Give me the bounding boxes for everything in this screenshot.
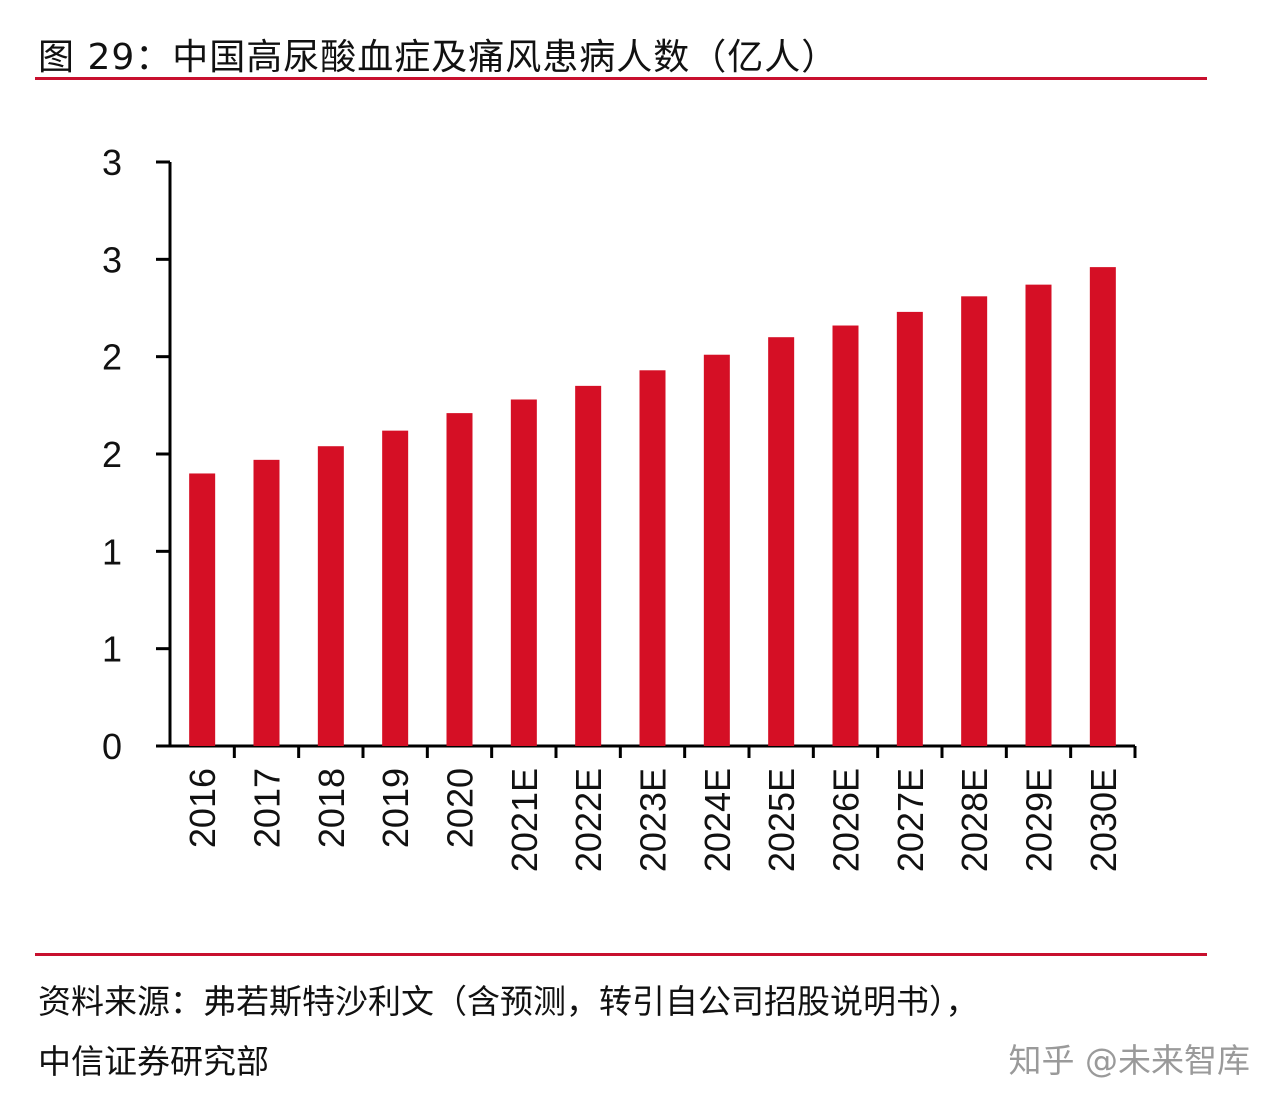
x-tick-label: 2025E (761, 768, 802, 872)
x-tick-label: 2021E (504, 768, 545, 872)
x-tick-label: 2028E (954, 768, 995, 872)
y-tick-label: 3 (102, 142, 122, 183)
x-tick-label: 2030E (1083, 768, 1124, 872)
source-divider (35, 953, 1207, 956)
bar-2018 (317, 446, 344, 746)
x-tick-label: 2018 (311, 768, 352, 848)
bar-chart: 0 1 1 2 2 3 3 2016 2017 2018 2019 2020 2021E 2022E 202… (102, 142, 1137, 872)
y-tick-label: 1 (102, 531, 122, 572)
y-tick-label: 3 (102, 239, 122, 280)
bar-2027E (896, 311, 923, 746)
title-divider (35, 77, 1207, 80)
bar-2026E (832, 325, 859, 746)
watermark: 知乎 @未来智库 (1008, 1041, 1251, 1080)
bar-2029E (1025, 284, 1052, 746)
x-tick-label: 2023E (633, 768, 674, 872)
bar-2016 (189, 473, 216, 746)
x-tick-label: 2024E (697, 768, 738, 872)
y-tick-label: 2 (102, 434, 122, 475)
bar-2019 (382, 430, 409, 746)
bar-2030E (1089, 267, 1116, 746)
bar-2022E (575, 385, 602, 746)
y-tick-label: 2 (102, 337, 122, 378)
bar-2025E (768, 337, 795, 746)
x-tick-label: 2016 (182, 768, 223, 848)
bar-2028E (961, 296, 988, 746)
x-tick-label: 2020 (440, 768, 481, 848)
source-line-2: 中信证券研究部 (38, 1042, 269, 1081)
bar-2020 (446, 413, 473, 746)
bar-2017 (253, 459, 280, 746)
x-tick-label: 2017 (247, 768, 288, 848)
source-line-1: 资料来源：弗若斯特沙利文（含预测，转引自公司招股说明书）， (38, 982, 979, 1021)
y-tick-label: 1 (102, 629, 122, 670)
x-tick-label: 2022E (568, 768, 609, 872)
chart-title: 图 29：中国高尿酸血症及痛风患病人数（亿人） (38, 37, 839, 78)
bar-2021E (510, 399, 537, 746)
x-tick-label: 2019 (375, 768, 416, 848)
x-tick-label: 2026E (826, 768, 867, 872)
y-tick-label: 0 (102, 726, 122, 767)
bar-2023E (639, 370, 666, 746)
x-tick-label: 2027E (890, 768, 931, 872)
x-tick-label: 2029E (1019, 768, 1060, 872)
bar-2024E (703, 354, 730, 746)
